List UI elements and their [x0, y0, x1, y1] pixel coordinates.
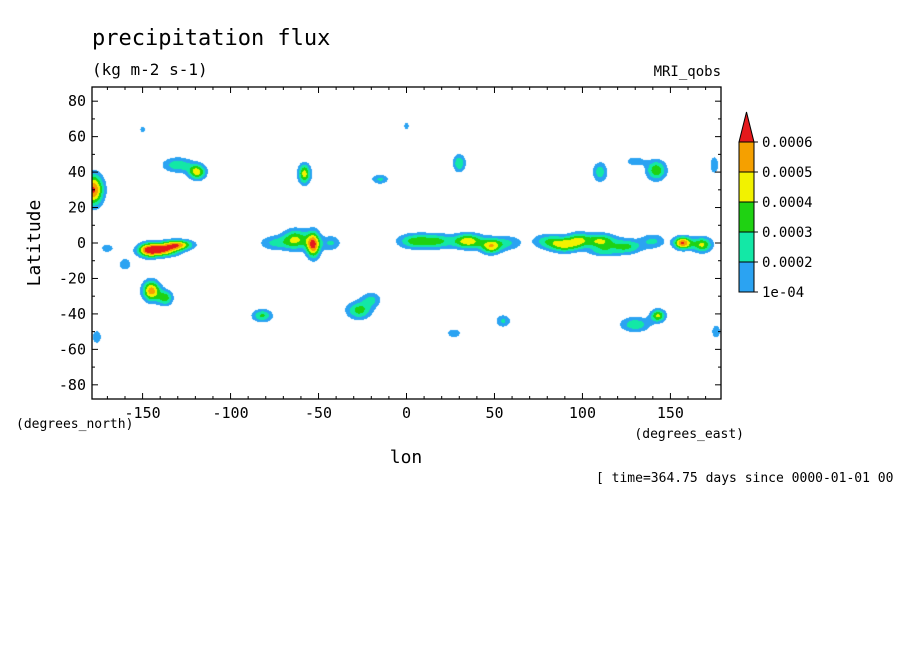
- y-tick-label: 20: [68, 199, 86, 217]
- x-tick-label: 100: [569, 404, 596, 422]
- x-tick-label: -100: [212, 404, 248, 422]
- x-tick-label: -50: [305, 404, 332, 422]
- chart-subtitle: (kg m-2 s-1): [92, 60, 208, 79]
- dataset-label: MRI_qobs: [654, 64, 721, 80]
- time-note: [ time=364.75 days since 0000-01-01 00: [596, 471, 893, 486]
- colorbar-extend-triangle: [738, 111, 755, 143]
- colorbar-label: 0.0003: [762, 225, 813, 241]
- x-tick-label: 150: [657, 404, 684, 422]
- x-unit-label: (degrees_east): [634, 427, 744, 442]
- colorbar-label: 1e-04: [762, 285, 804, 301]
- colorbar-swatch: [738, 201, 755, 233]
- colorbar-label: 0.0004: [762, 195, 813, 211]
- x-axis: -150 -100 -50 0 50 100 150: [106, 87, 707, 422]
- y-tick-label: -80: [59, 376, 86, 394]
- colorbar-swatch: [738, 141, 755, 173]
- y-tick-label: -20: [59, 269, 86, 287]
- y-tick-label: 40: [68, 163, 86, 181]
- colorbar: 1e-04 0.0002 0.0003 0.0004 0.0005 0.0006: [738, 111, 813, 301]
- y-axis-label: Latitude: [24, 200, 45, 287]
- colorbar-swatch: [738, 231, 755, 263]
- colorbar-label: 0.0005: [762, 165, 813, 181]
- colorbar-swatch: [738, 171, 755, 203]
- precipitation-contour-field: [92, 87, 721, 399]
- y-tick-label: 80: [68, 92, 86, 110]
- y-tick-label: -60: [59, 340, 86, 358]
- y-tick-label: 0: [77, 234, 86, 252]
- y-axis: 80 60 40 20 0 -20 -40 -60 -80: [59, 92, 721, 394]
- y-tick-label: 60: [68, 128, 86, 146]
- x-tick-label: 50: [485, 404, 503, 422]
- colorbar-swatch: [738, 261, 755, 293]
- colorbar-label: 0.0002: [762, 255, 813, 271]
- chart-title: precipitation flux: [92, 26, 330, 51]
- y-tick-label: -40: [59, 305, 86, 323]
- x-tick-label: -150: [125, 404, 161, 422]
- y-unit-label: (degrees_north): [16, 417, 133, 432]
- x-tick-label: 0: [402, 404, 411, 422]
- x-axis-label: lon: [390, 447, 423, 468]
- colorbar-label: 0.0006: [762, 135, 813, 151]
